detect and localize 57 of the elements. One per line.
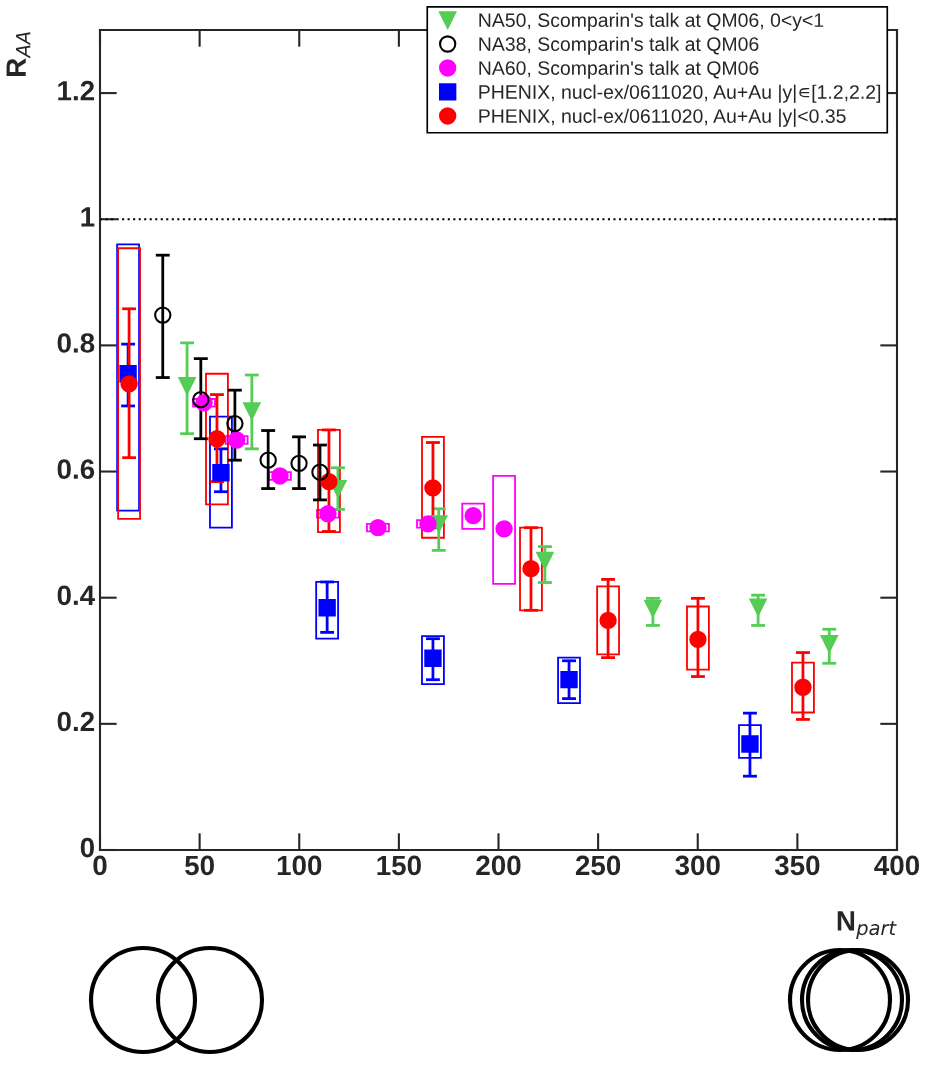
x-tick-label: 100 — [277, 855, 322, 876]
bar — [209, 415, 233, 529]
point — [820, 635, 838, 653]
bar — [205, 372, 229, 506]
point — [192, 390, 210, 409]
x-tick-label: 350 — [774, 855, 820, 876]
legend-label: NA60, Scomparin's talk at QM06 — [479, 60, 759, 79]
x-tick-label: 400 — [874, 855, 920, 876]
y-tick-label: 1 — [81, 207, 95, 227]
y-tick-label: 0.6 — [57, 459, 95, 479]
x-tick-label: 250 — [575, 855, 621, 876]
y-tick-label: 0.4 — [57, 585, 95, 606]
point — [319, 505, 337, 523]
point — [154, 306, 172, 324]
point — [749, 598, 767, 616]
point — [369, 519, 387, 537]
x-tick-label: 50 — [185, 855, 214, 876]
point — [271, 467, 289, 485]
y-tick-label: 0 — [80, 837, 94, 858]
legend-label: NA50, Scomparin's talk at QM06, 0<y<1 — [479, 12, 824, 31]
bar — [461, 502, 486, 530]
legend-label: NA38, Scomparin's talk at QM06 — [479, 36, 759, 55]
bar — [366, 522, 390, 533]
x-axis-title: N$_{part}$ — [837, 911, 897, 940]
bar — [596, 585, 620, 656]
y-tick-label: 0.8 — [57, 333, 95, 353]
point — [259, 451, 277, 469]
point — [536, 551, 554, 570]
point — [419, 515, 437, 533]
bar — [492, 475, 516, 585]
legend-label: PHENIX, nucl-ex/0611020, Au+Au |y|∊[1.2,2.2] — [479, 84, 881, 103]
point — [243, 402, 261, 420]
x-tick-label: 150 — [377, 855, 421, 876]
bar — [268, 471, 292, 481]
bar — [421, 435, 445, 539]
legend-label: PHENIX, nucl-ex/0611020, Au+Au |y|<0.35 — [479, 108, 846, 127]
point — [495, 520, 513, 538]
point — [120, 375, 138, 393]
x-tick-label: 200 — [476, 855, 521, 876]
point — [226, 414, 244, 433]
bar — [224, 435, 249, 445]
point — [311, 463, 329, 481]
y-tick-label: 1.2 — [58, 80, 95, 101]
point — [290, 454, 308, 473]
y-tick-label: 0.2 — [57, 711, 95, 732]
point — [320, 472, 338, 491]
point — [644, 599, 662, 618]
point — [178, 377, 196, 395]
point — [522, 560, 540, 578]
bar — [315, 581, 340, 640]
x-tick-label: 300 — [675, 855, 720, 876]
y-axis-title: R$_{AA}$ — [6, 32, 31, 76]
point — [212, 464, 230, 482]
bar — [316, 509, 340, 519]
point — [424, 479, 442, 497]
point — [228, 431, 246, 449]
point — [208, 430, 226, 448]
